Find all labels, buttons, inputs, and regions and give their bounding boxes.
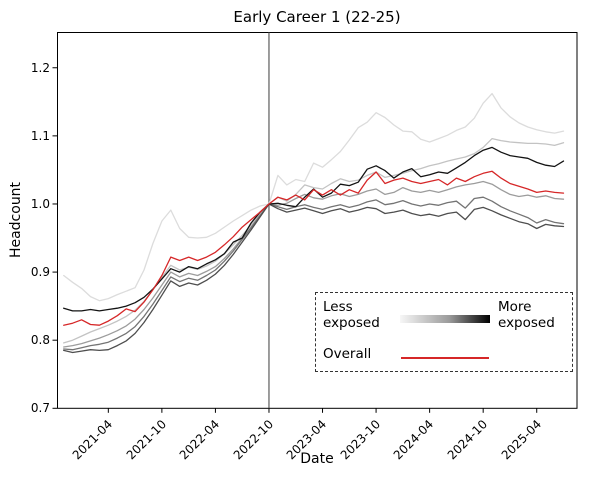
y-tick-label: 1.2 bbox=[30, 60, 50, 75]
legend-exposure-gradient-bar bbox=[400, 315, 490, 323]
series-line-Overall bbox=[63, 170, 565, 326]
y-tick-label: 0.7 bbox=[30, 401, 50, 416]
series-line-exposure-bin-4 bbox=[63, 196, 565, 351]
series-line-exposure-bin-3 bbox=[63, 180, 565, 348]
chart-title: Early Career 1 (22-25) bbox=[233, 8, 401, 26]
series-line-exposure-bin-1-least-exposed bbox=[63, 92, 565, 302]
legend: Less exposed More exposed Overall bbox=[315, 292, 573, 372]
legend-overall-label: Overall bbox=[323, 346, 372, 362]
y-tick-label: 0.9 bbox=[30, 265, 50, 280]
legend-more-exposed-label: More exposed bbox=[498, 299, 555, 331]
series-line-exposure-bin-6-most-exposed bbox=[63, 146, 565, 312]
legend-overall-line-swatch bbox=[401, 357, 489, 359]
y-tick-label: 0.8 bbox=[30, 333, 50, 348]
y-tick-label: 1.1 bbox=[30, 128, 50, 143]
axes-spines bbox=[57, 32, 578, 409]
x-axis-label: Date bbox=[300, 451, 334, 467]
axis-ticks bbox=[52, 67, 538, 413]
series-lines bbox=[63, 92, 565, 354]
series-line-exposure-bin-5 bbox=[63, 203, 565, 354]
y-tick-label: 1.0 bbox=[30, 196, 50, 211]
legend-less-exposed-label: Less exposed bbox=[323, 299, 380, 331]
